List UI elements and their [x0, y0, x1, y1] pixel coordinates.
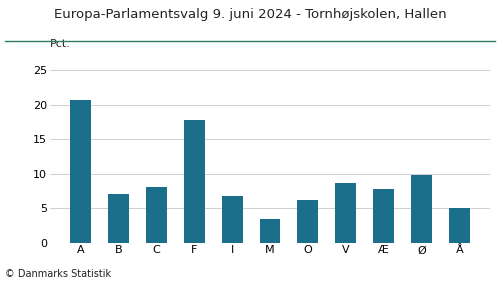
Bar: [411, 175, 432, 243]
Text: Pct.: Pct.: [50, 39, 71, 49]
Bar: [222, 196, 242, 243]
Bar: [449, 208, 470, 243]
Bar: [336, 182, 356, 243]
Bar: [108, 194, 129, 243]
Text: Europa-Parlamentsvalg 9. juni 2024 - Tornhøjskolen, Hallen: Europa-Parlamentsvalg 9. juni 2024 - Tor…: [54, 8, 446, 21]
Bar: [70, 100, 91, 243]
Text: © Danmarks Statistik: © Danmarks Statistik: [5, 269, 111, 279]
Bar: [184, 120, 204, 243]
Bar: [374, 189, 394, 243]
Bar: [298, 201, 318, 243]
Bar: [146, 187, 167, 243]
Bar: [260, 219, 280, 243]
